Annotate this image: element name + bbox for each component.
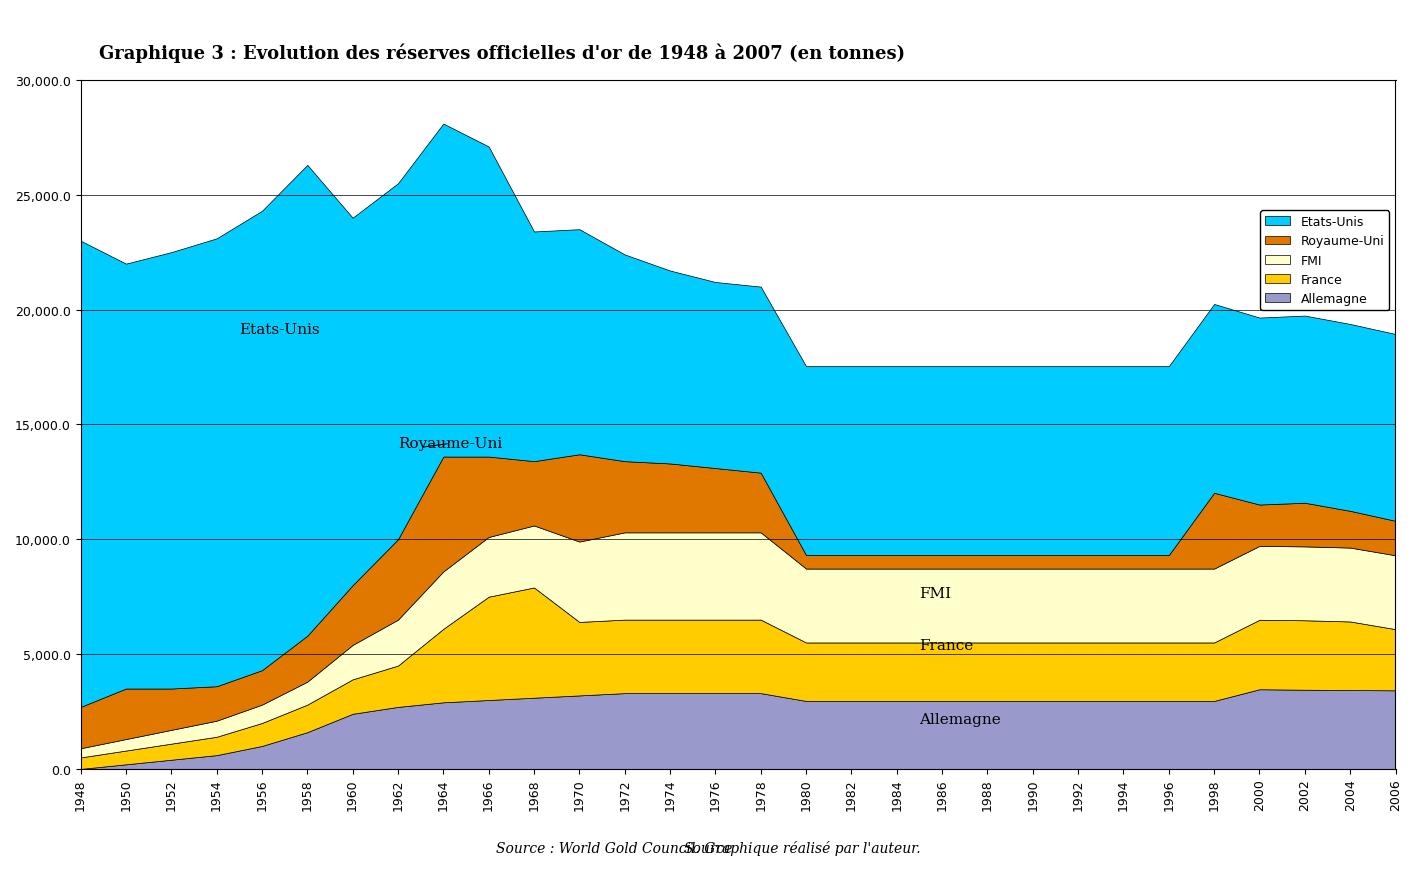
Legend: Etats-Unis, Royaume-Uni, FMI, France, Allemagne: Etats-Unis, Royaume-Uni, FMI, France, Al… <box>1261 211 1389 311</box>
Text: Graphique 3 : Evolution des réserves officielles d'or de 1948 à 2007 (en tonnes): Graphique 3 : Evolution des réserves off… <box>99 43 905 63</box>
Text: Source : World Gold Council. Graphique réalisé par l'auteur.: Source : World Gold Council. Graphique r… <box>496 839 921 854</box>
Text: Allemagne: Allemagne <box>920 713 1002 726</box>
Text: Etats-Unis: Etats-Unis <box>239 322 320 336</box>
Text: FMI: FMI <box>920 586 952 600</box>
Text: Royaume-Uni: Royaume-Uni <box>398 437 502 451</box>
Text: France: France <box>920 639 973 653</box>
Text: Source: Source <box>684 840 733 854</box>
